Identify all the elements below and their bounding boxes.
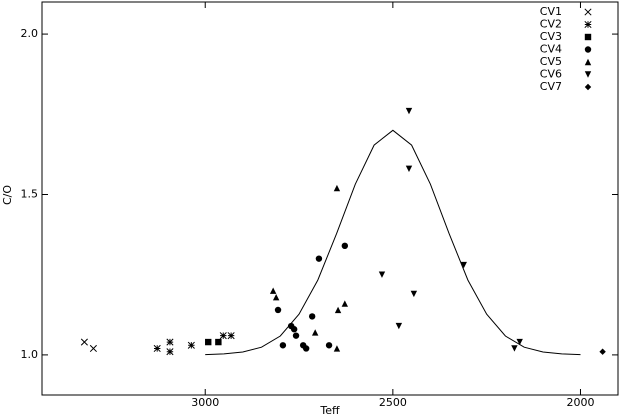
y-tick-label: 1.5: [21, 187, 39, 200]
x-axis-label: Teff: [319, 404, 340, 417]
marker: [187, 341, 195, 349]
marker: [279, 342, 287, 349]
legend-label: CV5: [540, 55, 562, 68]
marker: [290, 326, 298, 333]
curve: [205, 129, 581, 356]
marker: [269, 287, 277, 294]
marker: [227, 332, 235, 340]
x-tick-label: 3000: [191, 396, 219, 409]
legend-marker: [584, 71, 592, 78]
marker: [215, 338, 222, 346]
marker: [405, 107, 413, 115]
marker: [341, 300, 349, 307]
marker: [153, 344, 161, 353]
marker: [511, 345, 518, 352]
legend-marker: [584, 20, 592, 29]
marker: [205, 338, 212, 346]
marker: [405, 165, 413, 173]
legend-marker: [584, 33, 592, 41]
marker: [378, 271, 386, 278]
marker: [292, 332, 300, 339]
x-tick-label: 2000: [566, 396, 594, 409]
legend-label: CV7: [540, 80, 562, 93]
marker: [341, 242, 349, 250]
marker: [311, 329, 319, 336]
legend-marker: [584, 8, 592, 16]
marker: [272, 293, 280, 301]
y-tick-label: 1.0: [21, 348, 39, 361]
legend-label: CV2: [540, 18, 562, 31]
marker: [89, 344, 97, 353]
y-axis-label: C/O: [1, 185, 14, 205]
marker: [308, 313, 316, 320]
y-tick-label: 2.0: [21, 27, 39, 40]
plot-frame: [41, 1, 619, 396]
marker: [460, 261, 467, 269]
marker: [333, 345, 341, 352]
legend-marker: [584, 58, 592, 66]
legend-label: CV6: [540, 68, 562, 81]
x-tick-label: 2500: [379, 396, 407, 409]
marker: [516, 338, 523, 346]
marker: [80, 338, 88, 346]
marker: [325, 342, 333, 349]
marker: [302, 345, 310, 352]
marker: [410, 290, 418, 298]
marker: [166, 338, 174, 346]
marker: [599, 348, 606, 355]
marker: [334, 306, 342, 314]
legend-marker: [584, 83, 592, 91]
marker: [166, 348, 174, 356]
legend-label: CV4: [540, 43, 562, 56]
marker: [219, 332, 227, 340]
marker: [315, 255, 323, 262]
marker: [274, 306, 282, 314]
legend-label: CV1: [540, 5, 562, 18]
marker: [333, 184, 341, 192]
marker: [395, 322, 403, 330]
legend-marker: [584, 46, 592, 53]
legend-label: CV3: [540, 30, 562, 43]
